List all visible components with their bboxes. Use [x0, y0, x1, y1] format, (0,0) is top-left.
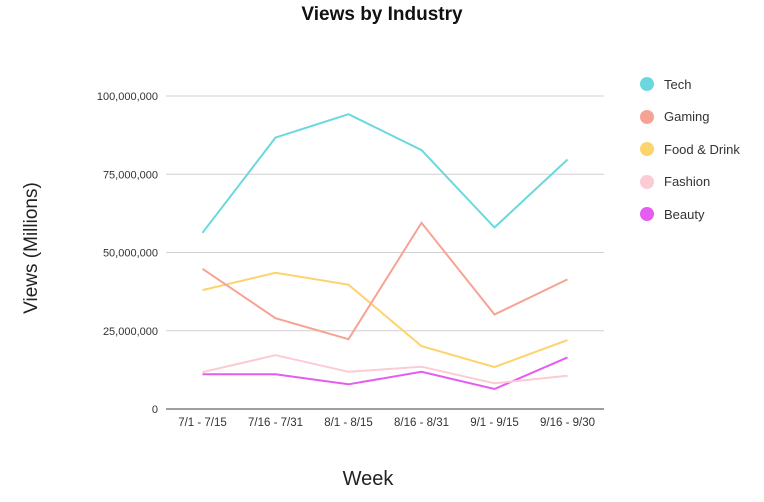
series-lines — [201, 113, 569, 391]
series-line-fashion — [202, 354, 568, 385]
y-tick-label: 25,000,000 — [103, 326, 158, 338]
legend: Tech Gaming Food & Drink Fashion Beauty — [640, 68, 740, 231]
legend-item-beauty[interactable]: Beauty — [640, 198, 740, 231]
chart-title: Views by Industry — [301, 4, 463, 25]
legend-item-fashion[interactable]: Fashion — [640, 166, 740, 199]
legend-label: Food & Drink — [664, 141, 740, 157]
y-tick-label: 100,000,000 — [97, 91, 158, 103]
series-line-food-drink — [202, 271, 568, 369]
legend-item-food-drink[interactable]: Food & Drink — [640, 133, 740, 166]
legend-item-tech[interactable]: Tech — [640, 68, 740, 101]
x-axis-ticks: 7/1 - 7/15 7/16 - 7/31 8/1 - 8/15 8/16 - 8/… — [178, 417, 595, 429]
y-tick-label: 50,000,000 — [103, 248, 158, 260]
food-drink-swatch-icon — [640, 142, 654, 157]
x-tick-label: 9/1 - 9/15 — [470, 417, 519, 429]
legend-label: Beauty — [664, 206, 705, 222]
legend-label: Fashion — [664, 174, 711, 190]
x-axis-label: Week — [342, 468, 394, 490]
series-line-gaming — [201, 221, 568, 341]
series-line-beauty — [202, 356, 568, 391]
legend-item-gaming[interactable]: Gaming — [640, 101, 740, 134]
tech-swatch-icon — [640, 77, 654, 92]
series-line-tech — [201, 113, 569, 234]
x-tick-label: 8/16 - 8/31 — [394, 417, 449, 429]
y-tick-label: 0 — [152, 404, 158, 416]
gaming-swatch-icon — [640, 109, 654, 124]
y-axis-ticks: 0 25,000,000 50,000,000 75,000,000 100,000,0… — [97, 91, 158, 416]
fashion-swatch-icon — [640, 174, 654, 189]
legend-label: Gaming — [664, 109, 710, 125]
gridlines — [166, 95, 604, 410]
legend-label: Tech — [664, 76, 692, 92]
x-tick-label: 9/16 - 9/30 — [540, 417, 595, 429]
x-tick-label: 7/16 - 7/31 — [248, 417, 303, 429]
x-tick-label: 7/1 - 7/15 — [178, 417, 227, 429]
beauty-swatch-icon — [640, 207, 654, 222]
y-tick-label: 75,000,000 — [103, 169, 158, 181]
x-tick-label: 8/1 - 8/15 — [324, 417, 373, 429]
